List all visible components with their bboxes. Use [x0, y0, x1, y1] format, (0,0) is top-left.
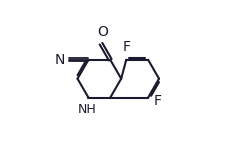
Text: NH: NH	[77, 103, 96, 116]
Text: O: O	[97, 25, 108, 39]
Text: F: F	[123, 40, 131, 54]
Text: F: F	[154, 94, 162, 108]
Text: N: N	[55, 53, 65, 67]
